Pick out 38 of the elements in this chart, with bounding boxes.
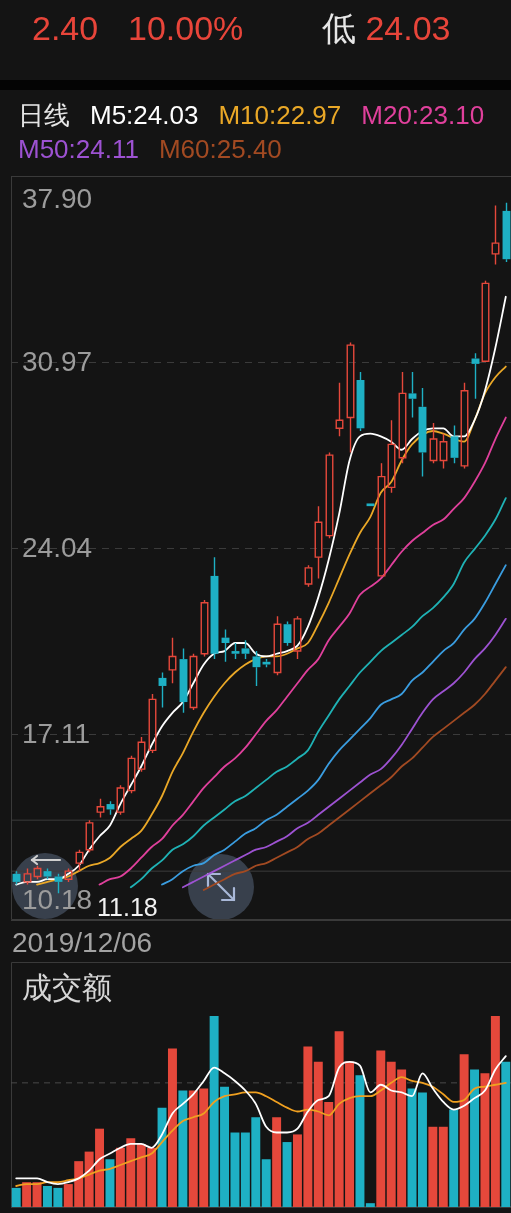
bar [32,1182,42,1207]
y-tick-label: 17.11 [22,717,90,749]
text: 10.00% [128,9,244,47]
bar [501,1061,511,1207]
bar [355,1075,365,1207]
text: M20:23.10 [361,100,485,130]
bar [105,1159,115,1207]
bar [449,1109,459,1207]
y-tick-label: 37.90 [22,182,93,214]
text: M60:25.40 [158,134,282,164]
bar [480,1073,490,1207]
text: 2.40 [32,9,99,47]
bar [376,1050,386,1207]
bar [22,1182,32,1207]
bar [157,1107,167,1207]
chart-title: 成交额 [22,969,112,1005]
y-tick-label: 30.97 [22,345,93,377]
bar [428,1126,438,1207]
annotation: 11.18 [97,893,158,921]
y-tick-label: 10.18 [22,883,93,915]
bar [459,1054,469,1207]
bar [11,1187,21,1207]
text: M10:22.97 [218,100,342,130]
legend-title: 日线 [18,100,70,130]
bar [470,1069,480,1207]
bar [490,1016,500,1207]
y-tick-label: 24.04 [22,531,93,563]
bar [365,1203,375,1207]
bar [438,1126,448,1207]
bar [282,1142,292,1207]
text: M50:24.11 [18,134,139,164]
text: 2019/12/06 [12,927,153,958]
bar [167,1048,177,1207]
bar [272,1117,282,1207]
text: M5:24.03 [90,100,199,130]
bar [178,1090,188,1207]
text: 低 24.03 [322,8,451,48]
bar [261,1159,271,1207]
